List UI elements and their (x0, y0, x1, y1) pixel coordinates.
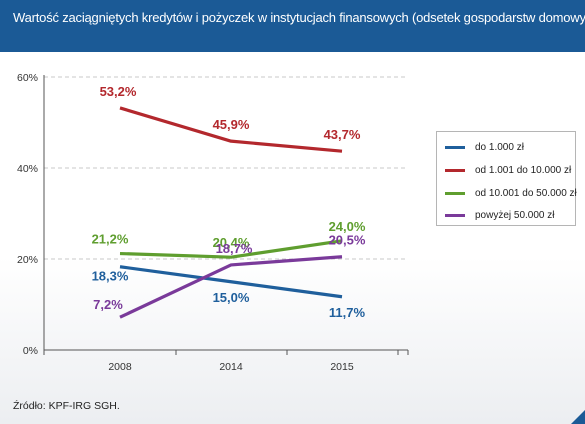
legend-swatch (445, 168, 465, 172)
legend-label: od 1.001 do 10.000 zł (475, 164, 572, 176)
chart-header: Wartość zaciągniętych kredytów i pożycze… (0, 0, 585, 52)
y-tick-label: 60% (17, 72, 38, 84)
data-label: 53,2% (100, 84, 137, 99)
legend-item: od 1.001 do 10.000 zł (445, 163, 571, 177)
data-label: 24,0% (329, 219, 366, 234)
legend-label: powyżej 50.000 zł (475, 209, 555, 221)
chart-panel (0, 52, 585, 424)
legend-item: do 1.000 zł (445, 140, 524, 154)
legend-item: od 10.001 do 50.000 zł (445, 186, 577, 200)
x-tick-label: 2014 (219, 361, 243, 373)
y-tick-label: 20% (17, 254, 38, 266)
data-label: 21,2% (92, 232, 129, 247)
y-tick-label: 40% (17, 163, 38, 175)
data-label: 7,2% (93, 297, 123, 312)
y-tick-label: 0% (23, 345, 38, 357)
legend-label: do 1.000 zł (475, 141, 524, 153)
data-label: 20,5% (329, 233, 366, 248)
x-tick-label: 2015 (330, 361, 354, 373)
data-label: 18,7% (216, 241, 253, 256)
corner-decoration (571, 410, 585, 424)
source-note: Źródło: KPF-IRG SGH. (13, 400, 120, 412)
data-label: 43,7% (324, 127, 361, 142)
legend-item: powyżej 50.000 zł (445, 208, 555, 222)
legend: do 1.000 zł od 1.001 do 10.000 zł od 10.… (436, 131, 577, 226)
x-tick-label: 2008 (108, 361, 132, 373)
data-label: 18,3% (92, 269, 129, 284)
legend-swatch (445, 213, 465, 217)
legend-swatch (445, 145, 465, 149)
data-label: 45,9% (213, 117, 250, 132)
legend-swatch (445, 191, 465, 195)
legend-label: od 10.001 do 50.000 zł (475, 187, 577, 199)
chart-title: Wartość zaciągniętych kredytów i pożycze… (13, 10, 585, 25)
data-label: 20,4% (213, 235, 250, 250)
series-line (119, 255, 343, 319)
data-label: 11,7% (329, 305, 366, 320)
data-label: 15,0% (213, 290, 250, 305)
